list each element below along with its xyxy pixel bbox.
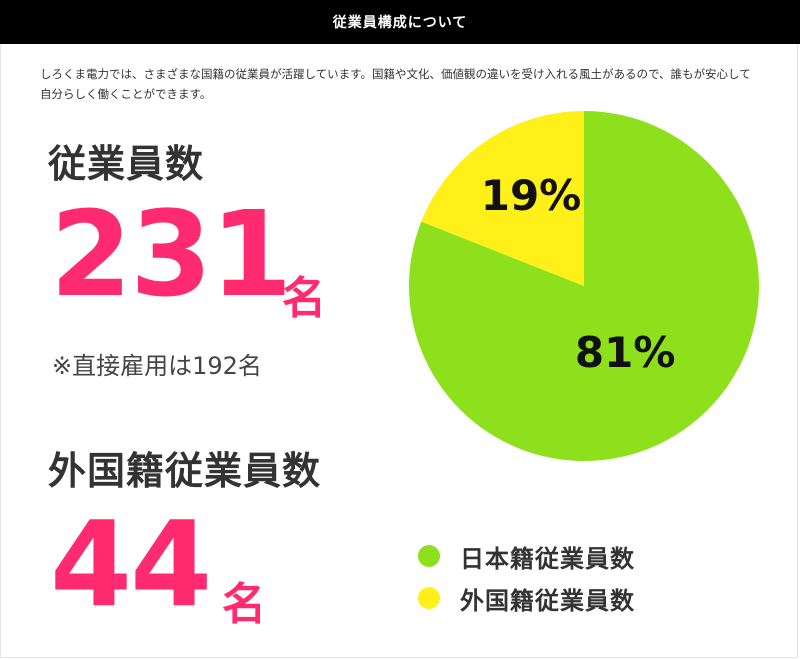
employee-count-unit: 名 xyxy=(282,273,326,324)
employee-count-label: 従業員数 xyxy=(48,142,205,186)
foreign-employee-count-label: 外国籍従業員数 xyxy=(48,449,322,493)
legend-label-japanese: 日本籍従業員数 xyxy=(460,544,635,573)
legend-swatch-japanese xyxy=(418,545,440,567)
chart-legend: 日本籍従業員数 外国籍従業員数 xyxy=(418,535,635,619)
pie-chart: 81% 19% xyxy=(400,110,770,480)
pie-label-japanese: 81% xyxy=(575,328,676,377)
legend-item-foreign: 外国籍従業員数 xyxy=(418,577,635,619)
pie-chart-svg: 81% 19% xyxy=(408,111,759,461)
pie-slice-foreign xyxy=(421,111,584,286)
foreign-employee-count-value: 44 xyxy=(50,495,212,633)
pie-label-foreign: 19% xyxy=(481,171,582,220)
section-title: 従業員構成について xyxy=(332,15,468,31)
foreign-employee-count-unit: 名 xyxy=(222,579,266,630)
pie-slice-japanese xyxy=(408,111,759,461)
legend-item-japanese: 日本籍従業員数 xyxy=(418,535,635,577)
legend-swatch-foreign xyxy=(418,587,440,609)
employee-count-value: 231 xyxy=(50,185,292,323)
section-header: 従業員構成について xyxy=(0,0,800,44)
direct-hire-note: ※直接雇用は192名 xyxy=(52,352,262,380)
intro-text: しろくま電力では、さまざまな国籍の従業員が活躍しています。国籍や文化、価値観の違… xyxy=(40,67,751,101)
legend-label-foreign: 外国籍従業員数 xyxy=(460,586,635,615)
